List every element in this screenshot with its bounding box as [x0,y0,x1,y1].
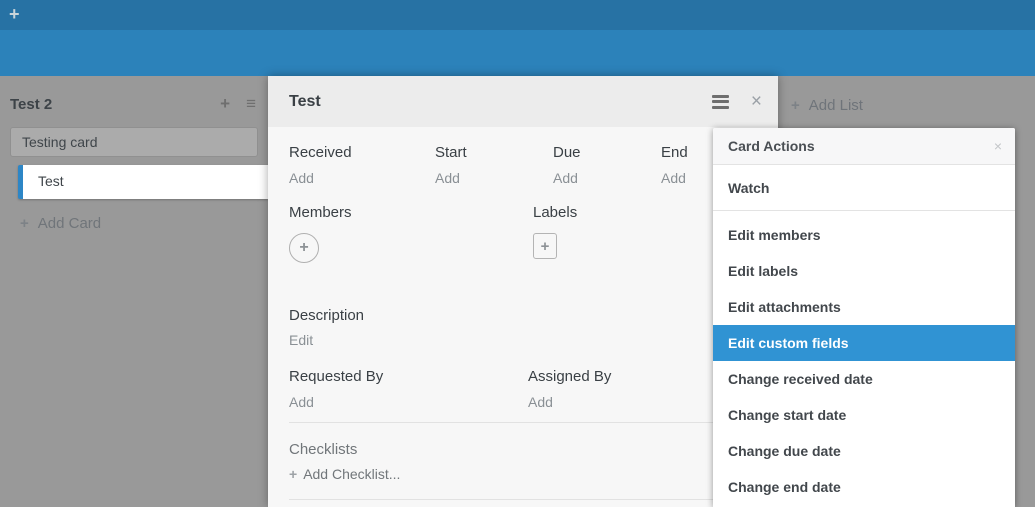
list-header: Test 2 + ≡ [0,76,268,127]
add-label-button[interactable]: + [533,233,557,259]
menu-item-watch[interactable]: Watch [713,165,1015,211]
plus-icon: + [791,97,800,114]
requested-by-add-link[interactable]: Add [289,394,314,410]
labels-label: Labels [533,204,578,221]
checklists-label: Checklists [289,441,358,458]
received-label: Received [289,144,352,161]
description-section: Description Edit [289,307,757,350]
dialog-header: Test × [268,76,778,127]
card-actions-list: Edit members Edit labels Edit attachment… [713,211,1015,505]
card-detail-dialog: Test × Received Add Start Add Due Add En… [268,76,778,507]
assigned-by-section: Assigned By Add [528,368,611,412]
end-add-link[interactable]: Add [661,170,686,186]
add-list-button[interactable]: + Add List [778,76,1035,114]
members-label: Members [289,204,352,221]
popover-header: Card Actions × [713,128,1015,165]
due-label: Due [553,144,581,161]
popover-title: Card Actions [728,138,815,154]
menu-item-edit-attachments[interactable]: Edit attachments [728,299,841,315]
divider [289,499,757,500]
requested-by-label: Requested By [289,368,384,385]
due-field: Due Add [553,144,661,188]
dialog-body: Received Add Start Add Due Add End Add M… [268,127,778,500]
received-add-link[interactable]: Add [289,170,314,186]
menu-item-edit-labels[interactable]: Edit labels [728,263,799,279]
plus-icon: + [289,466,298,482]
list-panel: Test 2 + ≡ Testing card + Add Card [0,76,268,507]
menu-item-change-due-date[interactable]: Change due date [728,443,841,459]
start-add-link[interactable]: Add [435,170,460,186]
add-checklist-button[interactable]: + Add Checklist... [289,466,757,482]
card-actions-menu-icon[interactable] [711,94,729,109]
members-section: Members + [289,204,533,263]
start-field: Start Add [435,144,553,188]
assigned-by-add-link[interactable]: Add [528,394,553,410]
plus-icon: + [540,237,550,255]
divider [289,422,757,423]
add-board-icon[interactable]: + [9,4,20,24]
description-edit-link[interactable]: Edit [289,332,314,348]
menu-item-edit-members[interactable]: Edit members [728,227,821,243]
menu-item-change-received-date[interactable]: Change received date [728,371,873,387]
card-actions-popover: Card Actions × Watch Edit members Edit l… [713,128,1015,507]
add-card-button[interactable]: + Add Card [20,215,101,232]
add-card-label: Add Card [37,215,102,232]
menu-item-edit-custom-fields[interactable]: Edit custom fields [713,325,1015,361]
due-add-link[interactable]: Add [553,170,578,186]
description-label: Description [289,307,365,324]
plus-icon: + [299,239,309,256]
end-field: End Add [661,144,688,188]
card-testing-card[interactable]: Testing card [10,127,258,157]
requested-by-section: Requested By Add [289,368,528,412]
date-fields-row: Received Add Start Add Due Add End Add [289,144,757,188]
list-menu-icon[interactable]: ≡ [246,94,256,113]
card-test-selected[interactable]: Test [18,165,268,199]
card-title: Test [38,173,64,189]
menu-item-change-end-date[interactable]: Change end date [728,479,841,495]
close-icon[interactable]: × [993,138,1002,154]
labels-section: Labels + [533,204,577,263]
top-nav-bar: + [0,0,1035,30]
card-dialog-title: Test [289,92,321,110]
plus-icon: + [20,215,29,232]
add-list-label: Add List [808,97,863,114]
close-icon[interactable]: × [750,91,762,112]
card-title: Testing card [22,134,98,150]
assigned-by-label: Assigned By [528,368,612,385]
start-label: Start [435,144,467,161]
list-title: Test 2 [10,96,53,113]
menu-item-change-start-date[interactable]: Change start date [728,407,847,423]
add-member-button[interactable]: + [289,233,319,263]
add-checklist-label: Add Checklist... [303,466,401,482]
members-labels-row: Members + Labels + [289,204,757,263]
end-label: End [661,144,688,161]
add-card-icon[interactable]: + [220,94,230,113]
requested-assigned-row: Requested By Add Assigned By Add [289,368,757,412]
received-field: Received Add [289,144,435,188]
